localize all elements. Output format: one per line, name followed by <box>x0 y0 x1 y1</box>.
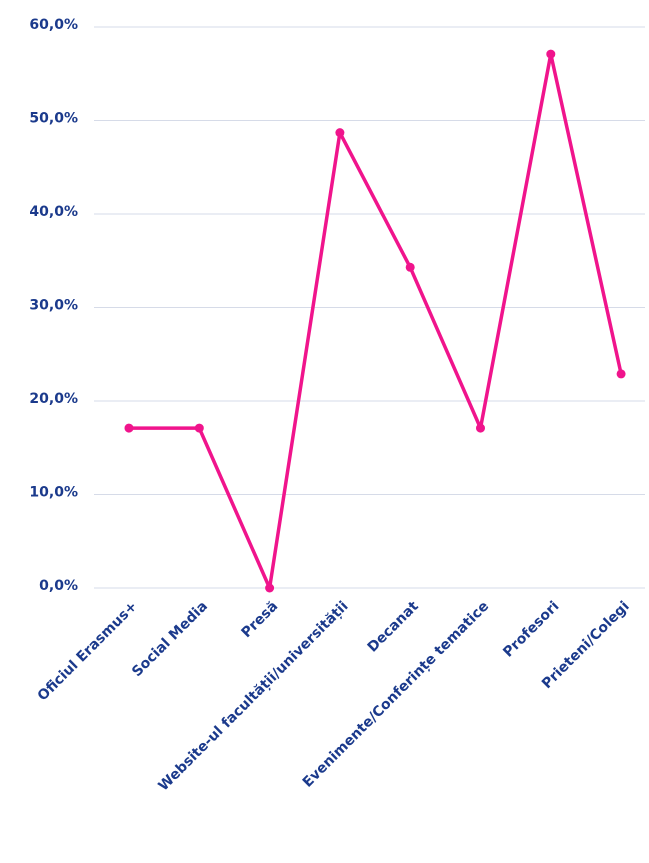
line <box>129 52 623 590</box>
y-tick-label: 30,0% <box>29 298 78 314</box>
point <box>265 583 275 593</box>
point <box>405 262 415 272</box>
point <box>476 423 485 433</box>
x-tick-label: Oficiul Erasmus+ <box>35 598 141 704</box>
y-tick-label: 50,0% <box>29 111 78 127</box>
x-tick-label: Social Media <box>129 598 211 680</box>
y-tick-label: 0,0% <box>39 578 78 594</box>
y-tick-label: 20,0% <box>29 391 78 407</box>
y-tick-label: 40,0% <box>29 204 78 220</box>
point <box>335 128 345 138</box>
point <box>194 423 204 433</box>
point <box>124 423 134 433</box>
y-tick-label: 10,0% <box>29 485 78 501</box>
y-tick-label: 60,0% <box>29 17 78 33</box>
point <box>546 49 556 59</box>
x-tick-label: Profesori <box>500 598 562 660</box>
x-tick-label: Decanat <box>365 598 422 655</box>
point <box>616 369 626 379</box>
x-tick-label: Presă <box>239 598 282 641</box>
